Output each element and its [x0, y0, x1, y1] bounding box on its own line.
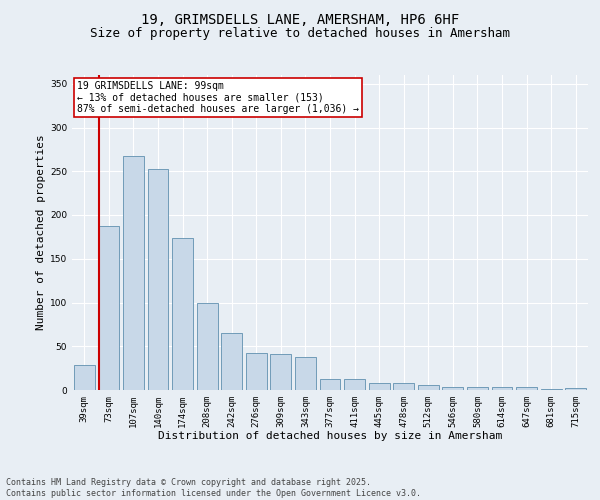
Bar [271, 354, 292, 390]
Bar [491, 386, 512, 390]
Bar [418, 385, 439, 390]
Bar [98, 226, 119, 390]
Bar [221, 333, 242, 390]
Text: Size of property relative to detached houses in Amersham: Size of property relative to detached ho… [90, 28, 510, 40]
Bar [148, 168, 169, 390]
Bar [320, 378, 340, 390]
Bar [344, 378, 365, 390]
Y-axis label: Number of detached properties: Number of detached properties [36, 134, 46, 330]
Text: 19, GRIMSDELLS LANE, AMERSHAM, HP6 6HF: 19, GRIMSDELLS LANE, AMERSHAM, HP6 6HF [141, 12, 459, 26]
Bar [368, 383, 389, 390]
Bar [541, 389, 562, 390]
Bar [123, 156, 144, 390]
Bar [295, 357, 316, 390]
Bar [246, 353, 267, 390]
Bar [565, 388, 586, 390]
Text: Contains HM Land Registry data © Crown copyright and database right 2025.
Contai: Contains HM Land Registry data © Crown c… [6, 478, 421, 498]
Bar [393, 383, 414, 390]
Bar [516, 388, 537, 390]
Bar [74, 364, 95, 390]
Bar [467, 388, 488, 390]
Bar [442, 386, 463, 390]
Bar [172, 238, 193, 390]
Bar [197, 302, 218, 390]
Text: 19 GRIMSDELLS LANE: 99sqm
← 13% of detached houses are smaller (153)
87% of semi: 19 GRIMSDELLS LANE: 99sqm ← 13% of detac… [77, 82, 359, 114]
X-axis label: Distribution of detached houses by size in Amersham: Distribution of detached houses by size … [158, 432, 502, 442]
